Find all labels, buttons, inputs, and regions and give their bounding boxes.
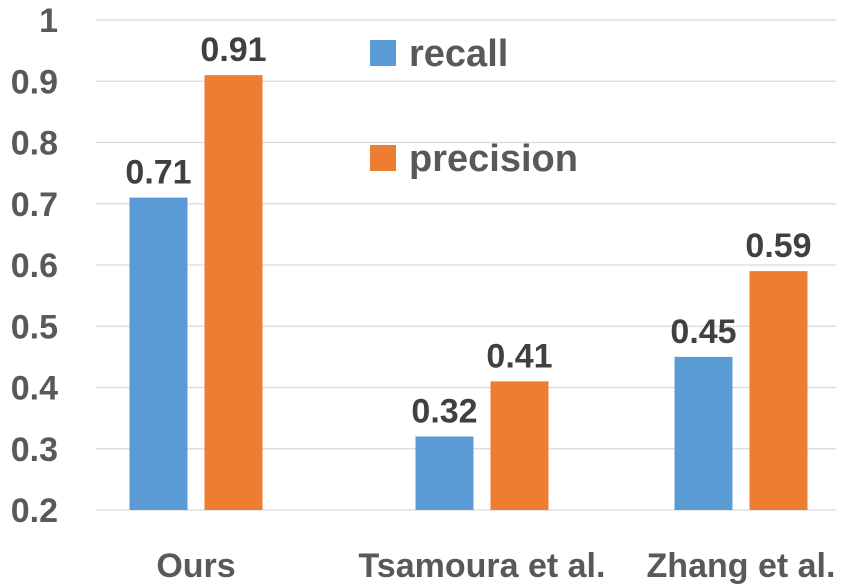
bar-precision-1 — [490, 381, 549, 510]
bar-recall-2 — [674, 356, 733, 510]
y-tick-label: 0.7 — [11, 186, 58, 224]
x-category-label: Zhang et al. — [647, 547, 836, 585]
y-tick-label: 0.4 — [11, 370, 58, 408]
legend-label-recall: recall — [409, 33, 508, 75]
legend: recall precision — [370, 33, 578, 180]
x-category-label: Tsamoura et al. — [359, 547, 606, 585]
bar-recall-1 — [415, 436, 474, 510]
data-label: 0.59 — [745, 227, 811, 265]
data-label: 0.45 — [670, 313, 736, 351]
bar-recall-0 — [129, 197, 188, 510]
y-tick-label: 0.6 — [11, 247, 58, 285]
legend-swatch-precision — [370, 145, 396, 171]
y-tick-label: 0.2 — [11, 492, 58, 530]
y-tick-label: 1 — [39, 2, 58, 40]
y-tick-label: 0.8 — [11, 125, 58, 163]
y-tick-label: 0.9 — [11, 63, 58, 101]
y-tick-label: 0.3 — [11, 431, 58, 469]
data-labels: 0.71 0.32 0.45 0.91 0.41 0.59 — [125, 31, 811, 430]
y-axis-ticks: 0.2 0.3 0.4 0.5 0.6 0.7 0.8 0.9 1 — [11, 2, 58, 530]
y-tick-label: 0.5 — [11, 308, 58, 346]
data-label: 0.91 — [200, 31, 266, 69]
bars — [129, 75, 808, 510]
legend-swatch-recall — [370, 40, 396, 66]
x-axis-categories: Ours Tsamoura et al. Zhang et al. — [156, 547, 835, 585]
x-category-label: Ours — [156, 547, 235, 585]
bar-precision-2 — [749, 271, 808, 510]
data-label: 0.32 — [411, 393, 477, 431]
data-label: 0.71 — [125, 154, 191, 192]
bar-precision-0 — [204, 75, 263, 510]
data-label: 0.41 — [486, 337, 552, 375]
legend-label-precision: precision — [409, 138, 578, 180]
